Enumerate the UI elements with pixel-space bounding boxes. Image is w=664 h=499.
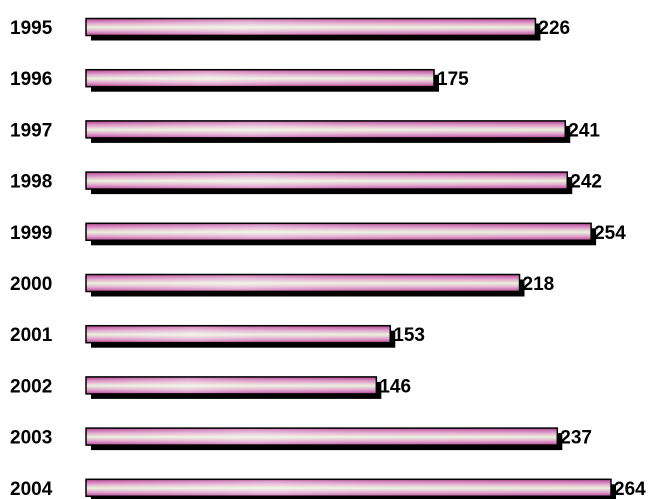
bar-row-1995: 1995 226 (10, 17, 570, 41)
bar-sheen (87, 275, 519, 291)
value-label: 237 (560, 428, 592, 449)
category-label: 2000 (10, 274, 52, 295)
category-label: 1999 (10, 223, 52, 244)
category-label: 1995 (10, 18, 53, 39)
bar-sheen (87, 19, 535, 35)
bar-sheen (87, 326, 390, 342)
bar-row-1997: 1997 241 (10, 120, 600, 143)
value-label: 153 (393, 325, 425, 346)
category-label: 1997 (10, 120, 52, 141)
bar-row-2002: 2002 146 (10, 376, 411, 399)
bar-sheen (87, 429, 557, 445)
value-label: 175 (437, 69, 469, 90)
bar-row-2004: 2004 264 (10, 478, 646, 499)
value-label: 264 (614, 479, 646, 499)
bar-row-1999: 1999 254 (10, 222, 626, 246)
bar-row-2003: 2003 237 (10, 427, 592, 451)
value-label: 242 (570, 172, 602, 193)
category-label: 2004 (10, 479, 53, 499)
bar-sheen (87, 480, 610, 496)
value-label: 146 (379, 376, 411, 397)
bar-row-1996: 1996 175 (10, 68, 469, 92)
category-label: 2003 (10, 428, 52, 449)
bar-row-2001: 2001 153 (10, 324, 425, 348)
value-label: 241 (568, 120, 600, 141)
bar-row-1998: 1998 242 (10, 171, 602, 195)
bar-sheen (87, 224, 591, 240)
bar-row-2000: 2000 218 (10, 273, 555, 297)
bar-sheen (87, 377, 376, 393)
category-label: 2001 (10, 325, 53, 346)
value-label: 218 (523, 274, 555, 295)
category-label: 1998 (10, 172, 52, 193)
category-label: 1996 (10, 69, 52, 90)
category-label: 2002 (10, 376, 52, 397)
bar-sheen (87, 121, 565, 137)
bar-sheen (87, 173, 567, 189)
value-label: 226 (538, 18, 570, 39)
value-label: 254 (594, 223, 626, 244)
bar-sheen (87, 70, 434, 86)
